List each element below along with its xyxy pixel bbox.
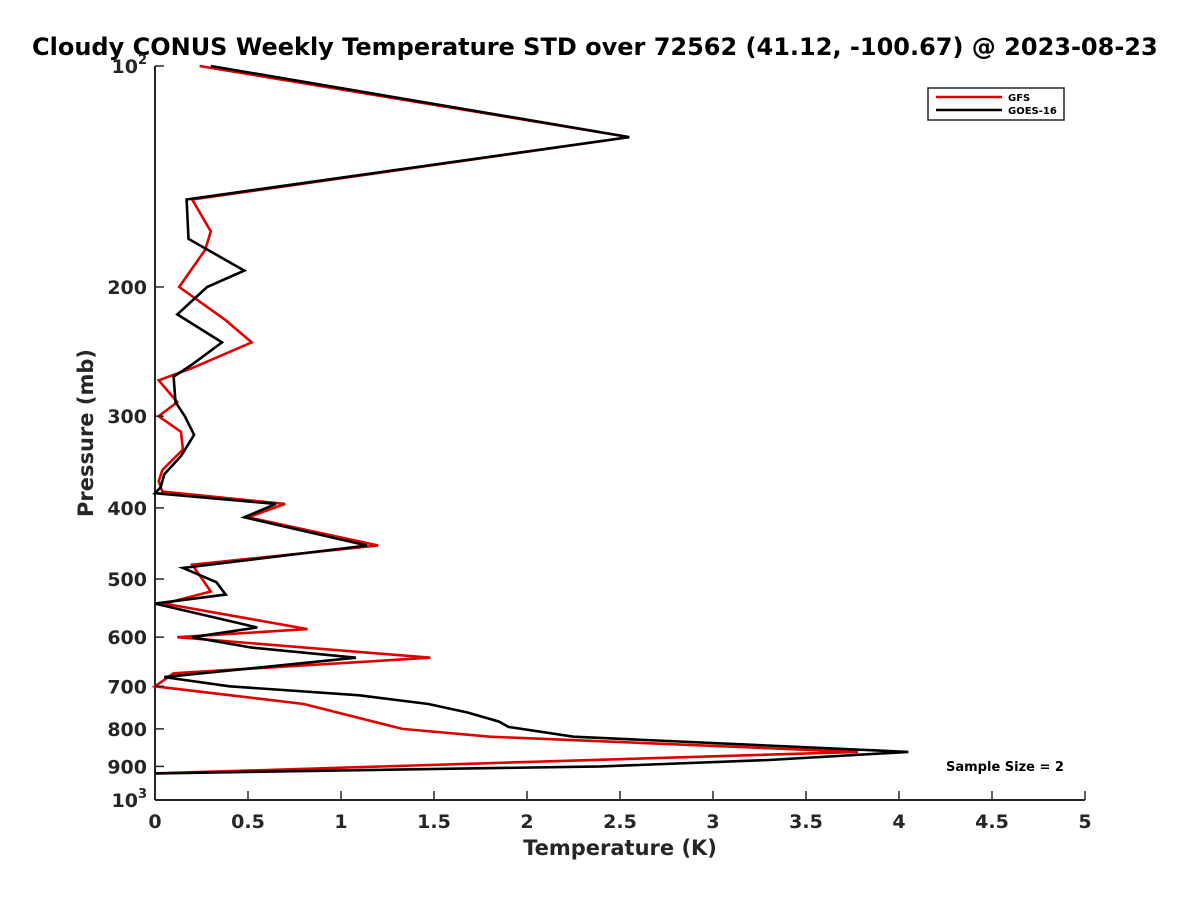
x-tick-label: 3 — [706, 811, 719, 833]
x-axis-label: Temperature (K) — [523, 836, 717, 860]
x-tick-label: 4.5 — [975, 811, 1009, 833]
legend: GFS GOES-16 — [927, 87, 1065, 121]
legend-label-goes16: GOES-16 — [1008, 106, 1057, 117]
x-tick-label: 2.5 — [603, 811, 637, 833]
y-tick-label: 200 — [107, 277, 147, 299]
y-tick-label: 102 — [112, 53, 148, 78]
series-layer — [151, 64, 909, 775]
y-tick-label: 500 — [107, 569, 147, 591]
y-tick-label: 700 — [107, 676, 147, 698]
y-tick-label: 300 — [107, 406, 147, 428]
series-line-goes16 — [152, 64, 909, 775]
x-tick-label: 5 — [1078, 811, 1091, 833]
legend-label-gfs: GFS — [1008, 93, 1030, 104]
x-tick-label: 0 — [148, 811, 161, 833]
x-tick-label: 2 — [520, 811, 533, 833]
y-tick-label: 103 — [112, 787, 148, 812]
y-tick-label: 400 — [107, 498, 147, 520]
y-tick-label: 800 — [107, 719, 147, 741]
x-tick-label: 4 — [892, 811, 905, 833]
legend-box — [927, 87, 1065, 121]
ticks-layer: 0 0.5 1 1.5 2 2.5 3 3.5 4 4.5 5 102 200 300 400 500 600 7… — [107, 53, 1091, 833]
y-tick-label: 900 — [107, 756, 147, 778]
y-axis-label: Pressure (mb) — [74, 349, 98, 517]
x-tick-label: 1 — [334, 811, 347, 833]
x-tick-label: 0.5 — [231, 811, 265, 833]
chart-title: Cloudy CONUS Weekly Temperature STD over… — [32, 33, 1158, 61]
y-tick-label: 600 — [107, 627, 147, 649]
x-tick-label: 3.5 — [789, 811, 823, 833]
sample-size-annotation: Sample Size = 2 — [946, 760, 1064, 775]
x-tick-label: 1.5 — [417, 811, 451, 833]
